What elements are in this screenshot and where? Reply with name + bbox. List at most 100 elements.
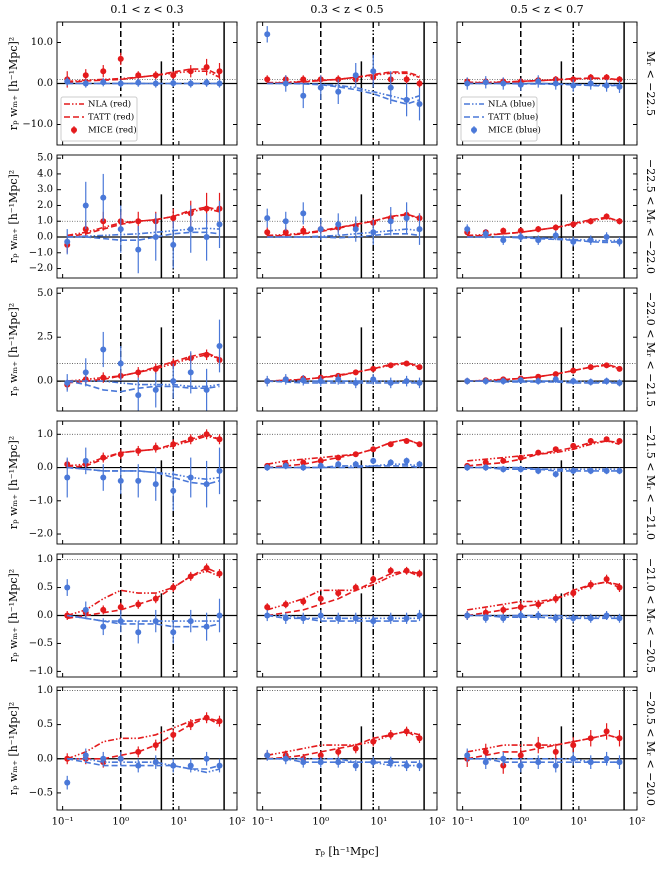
- model-line: [67, 352, 220, 384]
- data-point: [616, 467, 623, 474]
- data-point: [352, 461, 359, 468]
- data-point: [535, 612, 542, 619]
- data-point: [264, 215, 271, 222]
- plot-area: [457, 554, 637, 677]
- y-tick-label: 2.0: [37, 200, 53, 211]
- data-point: [203, 351, 210, 358]
- data-point: [517, 227, 524, 234]
- y-tick-label: 0.5: [37, 719, 53, 730]
- panel: −0.5 0.0 0.5 1.0 10⁻¹ 10⁰ 10¹ 10² rₚ wₘ₊ [h⁻¹Mpc…: [7, 685, 245, 828]
- data-point: [482, 459, 489, 466]
- y-tick-label: −2.0: [29, 529, 53, 540]
- data-point: [403, 762, 410, 769]
- y-axis-title: rₚ wₘ₊ [h⁻¹Mpc]²: [7, 303, 20, 396]
- data-point: [152, 444, 159, 451]
- y-tick-label: 3.0: [37, 184, 53, 195]
- data-point: [187, 68, 194, 75]
- x-tick-label: 10⁻¹: [52, 817, 74, 828]
- model-line: [267, 758, 420, 763]
- data-point: [152, 234, 159, 240]
- panel: −21.0 < Mᵣ < −20.5: [456, 553, 657, 678]
- data-point: [170, 80, 177, 87]
- data-point: [570, 367, 577, 374]
- data-point: [570, 742, 577, 749]
- data-point: [587, 615, 594, 622]
- x-tick-label: 10¹: [571, 817, 588, 828]
- data-point: [64, 779, 71, 786]
- data-point: [117, 360, 124, 367]
- y-tick-label: −1.0: [29, 666, 53, 677]
- plot-area: [257, 421, 437, 544]
- model-line: [467, 440, 620, 467]
- plot-area: [257, 554, 437, 677]
- data-point: [335, 461, 342, 468]
- y-tick-label: −10.0: [22, 119, 53, 130]
- data-point: [603, 213, 610, 220]
- model-line: [67, 380, 220, 388]
- legend-label: MICE (blue): [488, 125, 541, 136]
- plot-area: [57, 288, 237, 411]
- data-point: [517, 81, 524, 88]
- data-point: [403, 615, 410, 622]
- data-point: [317, 457, 324, 464]
- model-line: [67, 380, 220, 393]
- data-point: [352, 584, 359, 591]
- data-point: [387, 379, 394, 386]
- data-point: [300, 92, 307, 99]
- model-line: [467, 363, 620, 382]
- data-point: [216, 80, 223, 87]
- data-point: [264, 752, 271, 759]
- model-line: [67, 435, 220, 467]
- data-point: [282, 601, 289, 608]
- y-tick-label: 4.0: [37, 168, 53, 179]
- data-point: [187, 436, 194, 443]
- data-point: [264, 464, 271, 471]
- data-point: [535, 449, 542, 456]
- x-tick-label: 10²: [229, 817, 246, 828]
- data-point: [216, 342, 223, 349]
- data-point: [82, 606, 89, 613]
- data-point: [82, 369, 89, 376]
- data-point: [464, 378, 471, 385]
- y-axis-title: rₚ wₘ₊ [h⁻¹Mpc]²: [7, 569, 20, 662]
- data-point: [552, 371, 559, 378]
- y-tick-label: 0.0: [37, 462, 53, 473]
- data-point: [216, 467, 223, 474]
- model-line: [67, 433, 220, 469]
- data-point: [500, 80, 507, 87]
- legend-label: TATT (red): [88, 112, 134, 123]
- panel: −22.5 < Mᵣ < −22.0: [456, 154, 657, 279]
- data-point: [170, 378, 177, 385]
- data-point: [135, 392, 142, 399]
- data-point: [587, 364, 594, 371]
- legend-swatch: [71, 127, 77, 133]
- data-point: [517, 752, 524, 759]
- column-title: 0.3 < z < 0.5: [310, 3, 383, 16]
- panel-frame: [456, 420, 638, 545]
- row-label: −21.5 < Mᵣ < −21.0: [644, 425, 657, 540]
- model-line: [467, 380, 620, 384]
- legend-box: [460, 96, 538, 142]
- data-point: [152, 595, 159, 602]
- plot-area: [457, 687, 637, 810]
- data-point: [282, 229, 289, 236]
- data-point: [403, 437, 410, 444]
- plot-area: [457, 421, 637, 544]
- data-point: [535, 759, 542, 766]
- data-point: [535, 742, 542, 749]
- panel: −1.0 −0.5 0.0 0.5 1.0 rₚ wₘ₊ [h⁻¹Mpc]²: [7, 553, 238, 678]
- data-point: [135, 629, 142, 636]
- data-point: [335, 748, 342, 755]
- y-tick-label: −0.5: [29, 638, 53, 649]
- y-axis-title: rₚ wₘ₊ [h⁻¹Mpc]²: [7, 170, 20, 263]
- data-point: [482, 615, 489, 622]
- data-point: [552, 232, 559, 239]
- data-point: [603, 82, 610, 89]
- data-point: [203, 205, 210, 212]
- data-point: [100, 474, 107, 481]
- data-point: [616, 437, 623, 444]
- panel: −10.0 0.0 10.0 rₚ wₘ₊ [h⁻¹Mpc]² NLA (red) TAT…: [7, 21, 238, 146]
- panel-frame: [56, 154, 238, 279]
- model-line: [467, 217, 620, 237]
- data-point: [482, 609, 489, 616]
